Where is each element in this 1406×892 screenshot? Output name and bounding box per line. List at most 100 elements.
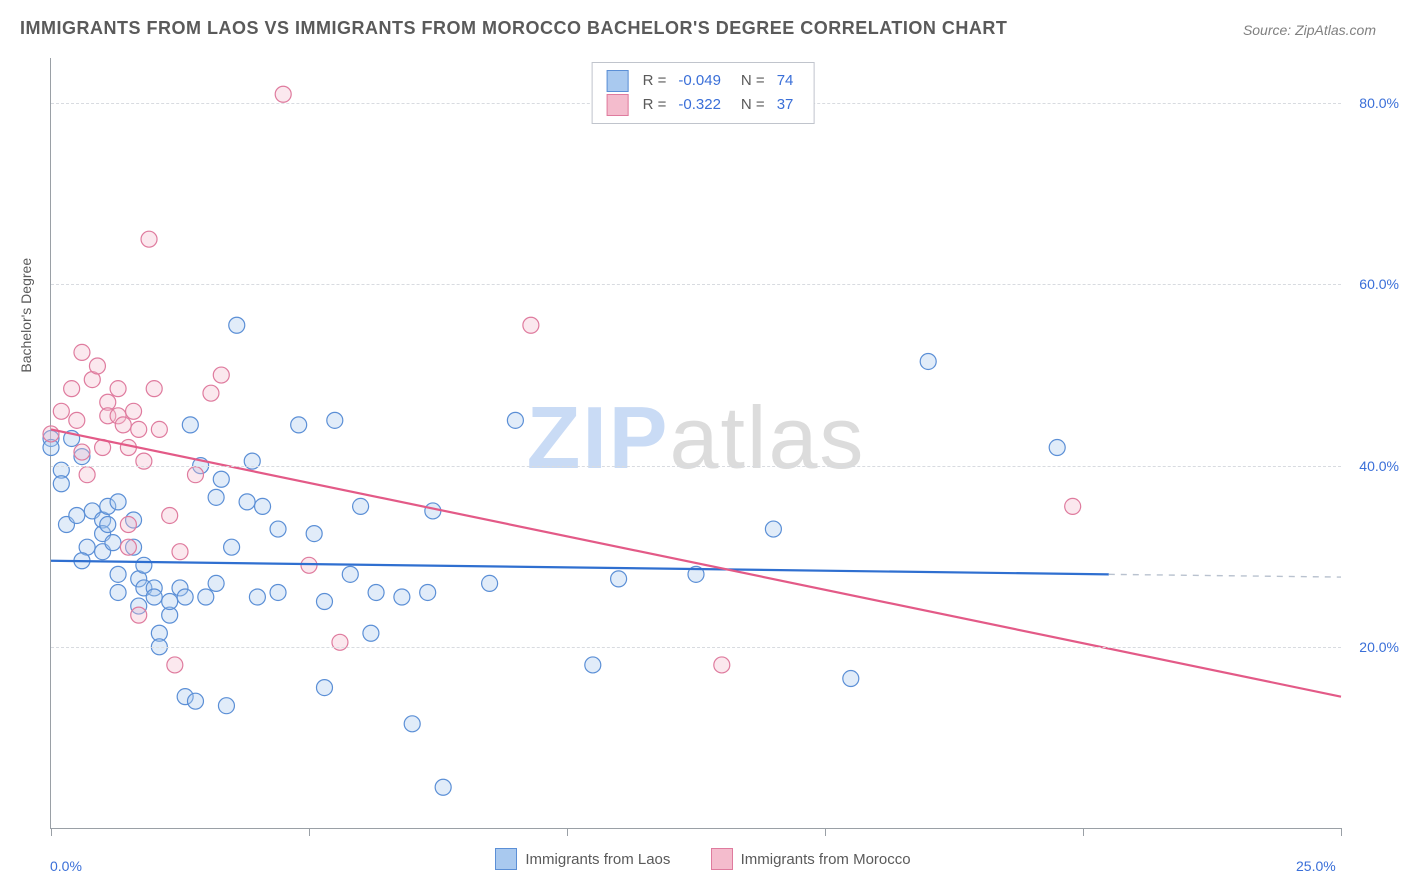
scatter-point — [177, 589, 193, 605]
r-label-1: R = — [643, 93, 667, 117]
scatter-point — [64, 381, 80, 397]
scatter-point — [249, 589, 265, 605]
scatter-point — [53, 476, 69, 492]
scatter-point — [920, 353, 936, 369]
scatter-point — [270, 521, 286, 537]
n-value-1: 37 — [777, 93, 794, 117]
legend-item-1: Immigrants from Morocco — [711, 848, 911, 870]
scatter-point — [146, 381, 162, 397]
chart-title: IMMIGRANTS FROM LAOS VS IMMIGRANTS FROM … — [20, 18, 1007, 39]
scatter-point — [611, 571, 627, 587]
scatter-point — [141, 231, 157, 247]
scatter-point — [100, 517, 116, 533]
scatter-point — [151, 421, 167, 437]
scatter-point — [131, 607, 147, 623]
source-attribution: Source: ZipAtlas.com — [1243, 22, 1376, 38]
scatter-point — [208, 489, 224, 505]
scatter-point — [585, 657, 601, 673]
scatter-point — [74, 344, 90, 360]
scatter-point — [327, 412, 343, 428]
plot-area: ZIPatlas 20.0%40.0%60.0%80.0% — [50, 58, 1341, 829]
scatter-point — [291, 417, 307, 433]
x-tick — [1083, 828, 1084, 836]
scatter-point — [120, 539, 136, 555]
scatter-point — [213, 471, 229, 487]
chart-svg — [51, 58, 1341, 828]
legend-label-0: Immigrants from Laos — [525, 851, 670, 868]
scatter-point — [229, 317, 245, 333]
n-label-0: N = — [741, 69, 765, 93]
scatter-point — [244, 453, 260, 469]
scatter-point — [208, 575, 224, 591]
scatter-point — [136, 453, 152, 469]
scatter-point — [110, 566, 126, 582]
scatter-point — [120, 517, 136, 533]
y-tick-label: 60.0% — [1359, 276, 1399, 292]
scatter-point — [110, 584, 126, 600]
scatter-point — [306, 526, 322, 542]
scatter-point — [275, 86, 291, 102]
corr-row-1: R = -0.322 N = 37 — [607, 93, 800, 117]
corr-swatch-0 — [607, 70, 629, 92]
scatter-point — [394, 589, 410, 605]
x-tick — [51, 828, 52, 836]
scatter-point — [255, 498, 271, 514]
scatter-point — [368, 584, 384, 600]
scatter-point — [167, 657, 183, 673]
corr-swatch-1 — [607, 94, 629, 116]
scatter-point — [162, 507, 178, 523]
scatter-point — [182, 417, 198, 433]
scatter-point — [316, 594, 332, 610]
legend-swatch-0 — [495, 848, 517, 870]
scatter-point — [363, 625, 379, 641]
gridline — [51, 647, 1341, 648]
scatter-point — [110, 381, 126, 397]
y-axis-title: Bachelor's Degree — [18, 258, 34, 373]
correlation-legend: R = -0.049 N = 74 R = -0.322 N = 37 — [592, 62, 815, 124]
scatter-point — [53, 403, 69, 419]
scatter-point — [43, 426, 59, 442]
source-prefix: Source: — [1243, 22, 1295, 38]
scatter-point — [105, 535, 121, 551]
scatter-point — [198, 589, 214, 605]
y-tick-label: 80.0% — [1359, 95, 1399, 111]
scatter-point — [136, 557, 152, 573]
n-value-0: 74 — [777, 69, 794, 93]
x-tick — [309, 828, 310, 836]
scatter-point — [482, 575, 498, 591]
scatter-point — [425, 503, 441, 519]
scatter-point — [301, 557, 317, 573]
legend-item-0: Immigrants from Laos — [495, 848, 670, 870]
scatter-point — [203, 385, 219, 401]
y-tick-label: 20.0% — [1359, 639, 1399, 655]
corr-row-0: R = -0.049 N = 74 — [607, 69, 800, 93]
gridline — [51, 284, 1341, 285]
source-name: ZipAtlas.com — [1295, 22, 1376, 38]
scatter-point — [404, 716, 420, 732]
trend-line-extension — [1109, 574, 1341, 577]
scatter-point — [69, 507, 85, 523]
scatter-point — [507, 412, 523, 428]
scatter-point — [270, 584, 286, 600]
trend-line — [51, 561, 1109, 575]
y-tick-label: 40.0% — [1359, 458, 1399, 474]
x-tick — [1341, 828, 1342, 836]
gridline — [51, 466, 1341, 467]
scatter-point — [187, 467, 203, 483]
scatter-point — [89, 358, 105, 374]
scatter-point — [79, 467, 95, 483]
scatter-point — [1065, 498, 1081, 514]
scatter-point — [224, 539, 240, 555]
r-label-0: R = — [643, 69, 667, 93]
scatter-point — [714, 657, 730, 673]
scatter-point — [1049, 440, 1065, 456]
scatter-point — [218, 698, 234, 714]
scatter-point — [765, 521, 781, 537]
n-label-1: N = — [741, 93, 765, 117]
scatter-point — [353, 498, 369, 514]
scatter-point — [435, 779, 451, 795]
scatter-point — [843, 671, 859, 687]
scatter-point — [523, 317, 539, 333]
scatter-point — [115, 417, 131, 433]
series-legend: Immigrants from Laos Immigrants from Mor… — [0, 848, 1406, 874]
